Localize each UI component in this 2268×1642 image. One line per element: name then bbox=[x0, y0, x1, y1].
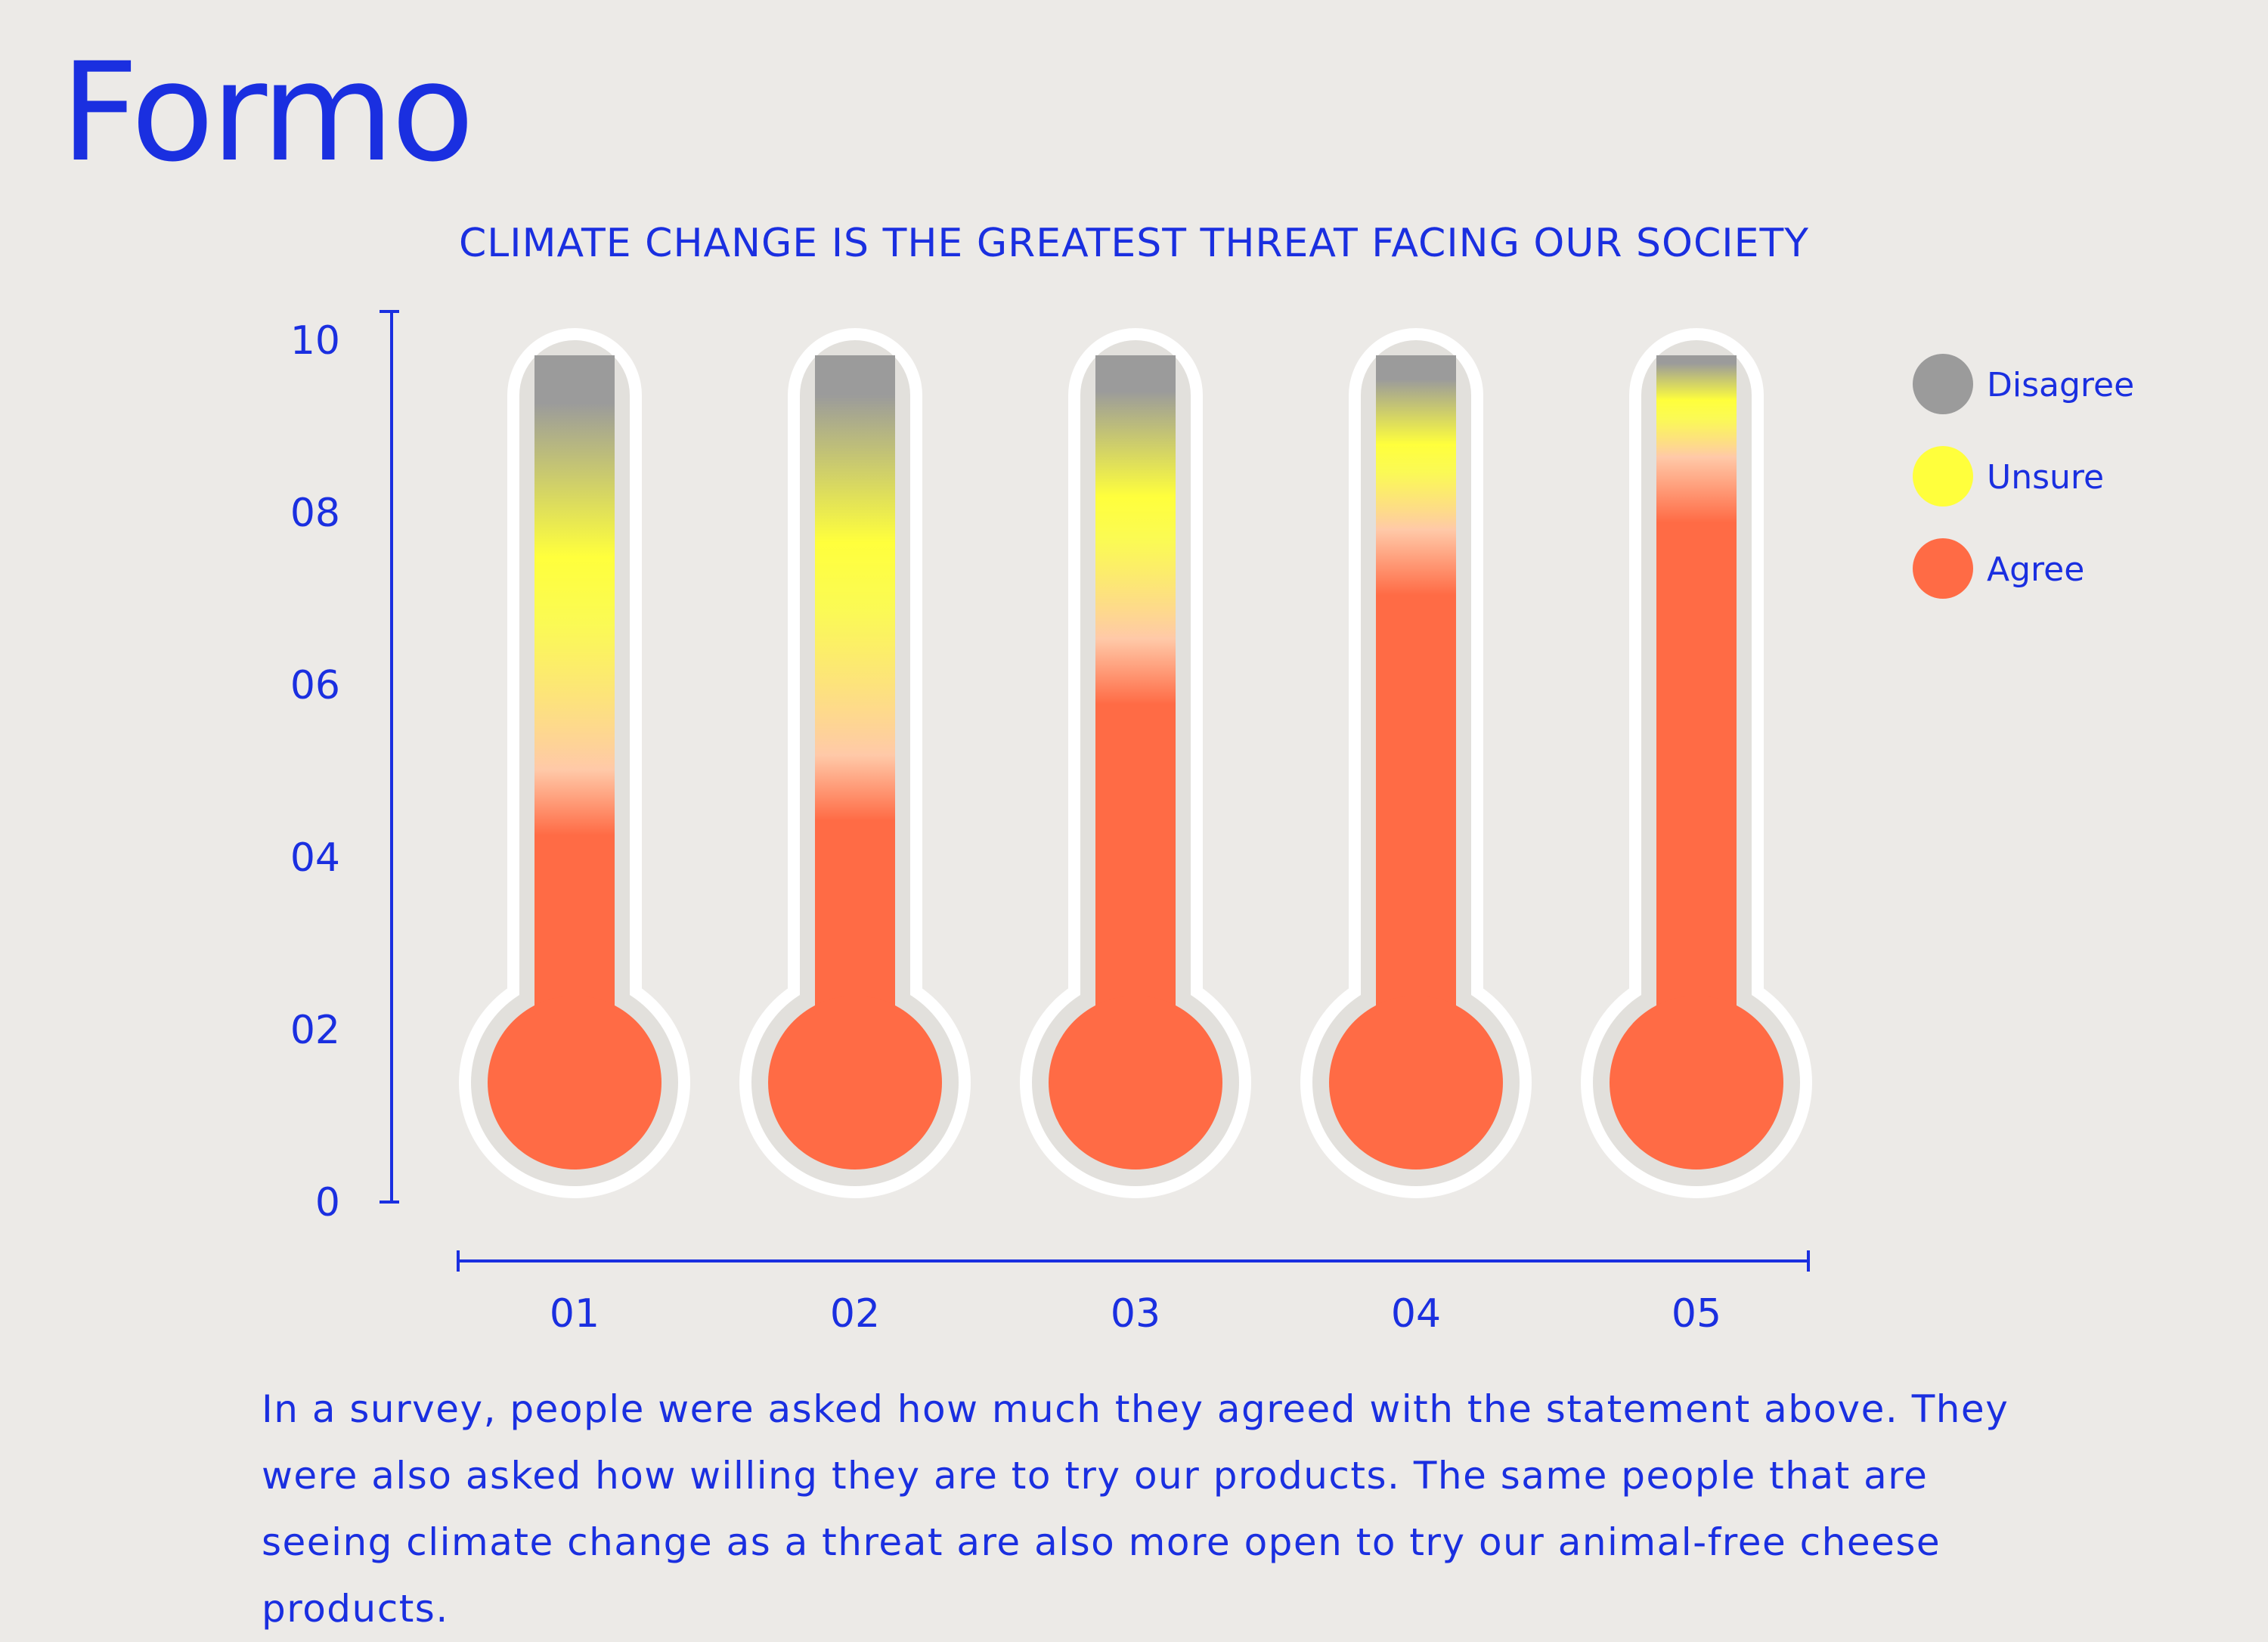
thermometer-bulb bbox=[488, 996, 662, 1170]
description-text: In a survey, people were asked how much … bbox=[262, 1387, 2009, 1631]
thermometer-05 bbox=[1581, 328, 1812, 1198]
x-tick-label: 01 bbox=[550, 1291, 600, 1337]
thermometer-bulb bbox=[768, 996, 942, 1170]
y-tick-label: 02 bbox=[290, 1008, 340, 1053]
x-tick-label: 03 bbox=[1111, 1291, 1160, 1337]
thermometer-bulb bbox=[1049, 996, 1222, 1170]
x-tick-label: 02 bbox=[830, 1291, 880, 1337]
thermometer-02 bbox=[739, 328, 971, 1198]
thermometer-03 bbox=[1020, 328, 1251, 1198]
thermometer-column bbox=[1376, 355, 1456, 1083]
y-tick-label: 06 bbox=[290, 663, 340, 708]
legend-label-agree: Agree bbox=[1987, 550, 2084, 589]
thermometer-bulb bbox=[1329, 996, 1503, 1170]
legend: Disagree Unsure Agree bbox=[1913, 354, 2134, 599]
formo-logo: Formo bbox=[60, 34, 475, 192]
legend-swatch-agree bbox=[1913, 538, 1973, 599]
y-tick-label: 04 bbox=[290, 835, 340, 881]
x-axis: 01 02 03 04 05 bbox=[457, 1250, 1810, 1337]
thermometer-column bbox=[1095, 355, 1176, 1083]
thermometer-column bbox=[534, 355, 615, 1083]
legend-swatch-unsure bbox=[1913, 446, 1973, 507]
y-tick-label: 08 bbox=[290, 491, 340, 536]
thermometer-04 bbox=[1300, 328, 1532, 1198]
chart-title: CLIMATE CHANGE IS THE GREATEST THREAT FA… bbox=[458, 221, 1810, 266]
legend-label-unsure: Unsure bbox=[1987, 458, 2104, 497]
x-tick-label: 04 bbox=[1391, 1291, 1441, 1337]
thermometer-group bbox=[459, 328, 1812, 1198]
x-tick-label: 05 bbox=[1672, 1291, 1721, 1337]
thermometer-column bbox=[815, 355, 895, 1083]
legend-label-disagree: Disagree bbox=[1987, 366, 2134, 404]
thermometer-column bbox=[1656, 355, 1737, 1083]
y-axis: 0 02 04 06 08 10 bbox=[290, 310, 399, 1225]
y-tick-label: 10 bbox=[290, 318, 340, 364]
thermometer-bulb bbox=[1610, 996, 1783, 1170]
y-tick-label: 0 bbox=[315, 1180, 340, 1225]
thermometer-01 bbox=[459, 328, 690, 1198]
legend-swatch-disagree bbox=[1913, 354, 1973, 414]
